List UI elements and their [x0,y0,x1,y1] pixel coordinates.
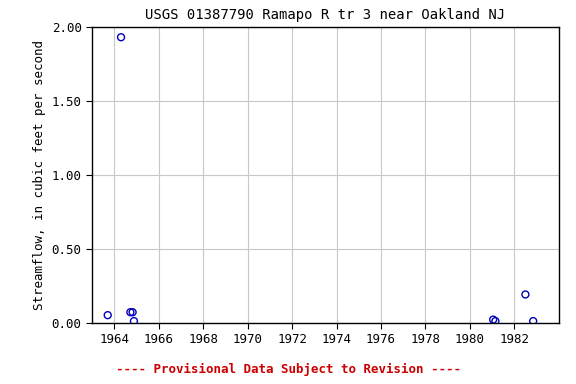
Y-axis label: Streamflow, in cubic feet per second: Streamflow, in cubic feet per second [33,40,46,310]
Point [488,316,498,323]
Point [128,309,137,315]
Title: USGS 01387790 Ramapo R tr 3 near Oakland NJ: USGS 01387790 Ramapo R tr 3 near Oakland… [145,8,506,22]
Point [521,291,530,298]
Point [126,309,135,315]
Point [491,318,500,324]
Text: ---- Provisional Data Subject to Revision ----: ---- Provisional Data Subject to Revisio… [116,363,460,376]
Point [529,318,538,324]
Point [116,34,126,40]
Point [103,312,112,318]
Point [130,318,139,324]
